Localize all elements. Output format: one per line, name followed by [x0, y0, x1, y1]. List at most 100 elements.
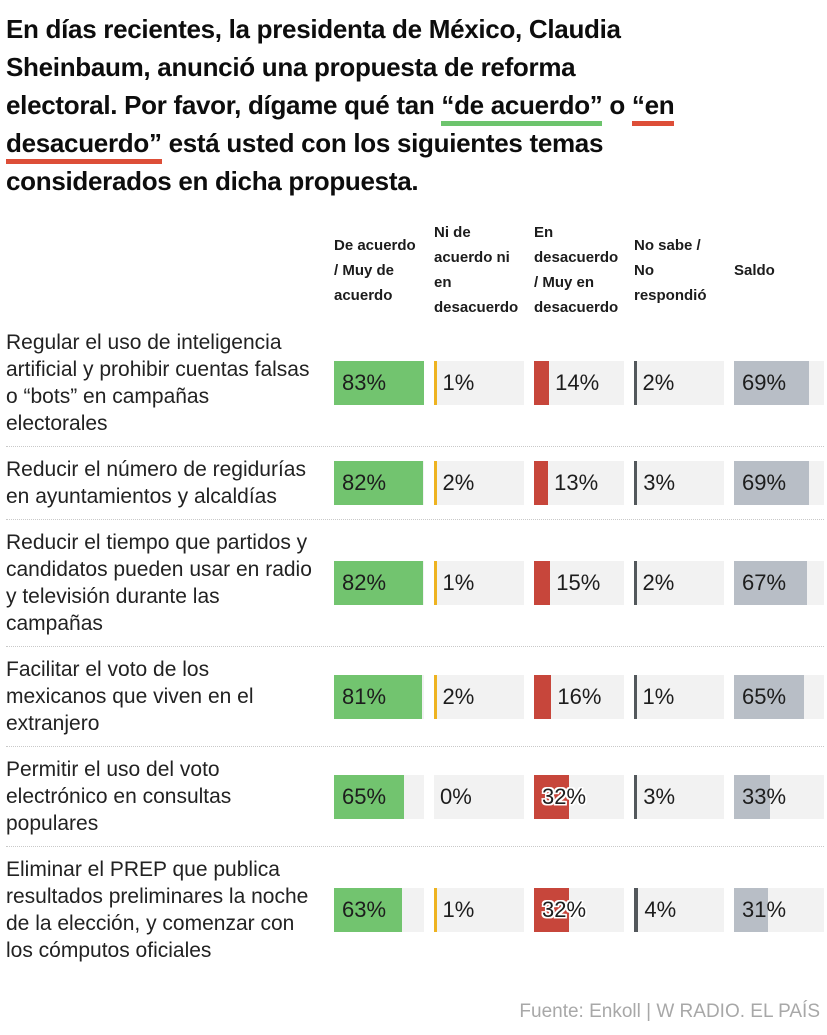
bar-value-label: 4% — [644, 897, 677, 922]
bar-fill — [534, 674, 552, 719]
title-line: desacuerdo” está usted con los siguiente… — [6, 124, 824, 164]
rows: Regular el uso de inteligencia artificia… — [6, 320, 824, 973]
bar-track-ni_ni: 1% — [434, 561, 524, 605]
bar-track-en_desacuerdo: 32% — [534, 888, 624, 932]
bar-fill — [634, 774, 638, 819]
bar-fill — [434, 561, 437, 605]
table-row: Facilitar el voto de los mexicanos que v… — [6, 647, 824, 747]
survey-question: En días recientes, la presidenta de Méxi… — [6, 6, 824, 200]
bar-track-en_desacuerdo: 14% — [534, 361, 624, 405]
bar-value-label: 2% — [442, 683, 475, 709]
bar-value-label: 14% — [555, 370, 600, 395]
bar-track-saldo: 69% — [734, 361, 824, 405]
bar-track-de_acuerdo: 82% — [334, 561, 424, 605]
title-line: En días recientes, la presidenta de Méxi… — [6, 10, 824, 48]
bar-track-no_sabe: 4% — [634, 888, 724, 932]
bar-fill — [434, 461, 437, 505]
disagree-underline: desacuerdo” — [6, 128, 162, 164]
title-line: considerados en dicha propuesta. — [6, 162, 824, 200]
bar-fill — [434, 361, 437, 405]
column-headers: De acuerdo / Muy de acuerdo Ni de acuerd… — [6, 220, 824, 320]
bar-fill — [534, 774, 569, 819]
column-header-no-sabe: No sabe / No respondió — [634, 236, 707, 304]
bar-fill — [334, 461, 423, 505]
bar-value-label: 3% — [643, 783, 676, 809]
bar-track-saldo: 31% — [734, 888, 824, 932]
bar-value-label: 1% — [442, 570, 475, 595]
bar-track-de_acuerdo: 82% — [334, 461, 424, 505]
bar-value-label: 2% — [642, 570, 675, 595]
bar-fill — [734, 461, 809, 505]
bar-value-label: 32% — [542, 783, 587, 809]
bar-value-label: 1% — [642, 683, 675, 709]
bar-track-en_desacuerdo: 15% — [534, 561, 624, 605]
title-text: Sheinbaum, anunció una propuesta de refo… — [6, 52, 576, 82]
bar-fill — [634, 888, 639, 932]
bar-track-ni_ni: 1% — [434, 361, 524, 405]
bar-fill — [634, 361, 637, 405]
bar-value-label: 31% — [742, 897, 787, 922]
bar-fill — [534, 461, 549, 505]
table-row: Eliminar el PREP que publica resultados … — [6, 847, 824, 973]
bar-track-no_sabe: 3% — [634, 774, 724, 819]
row-label: Reducir el tiempo que partidos y candida… — [6, 531, 312, 635]
bar-track-en_desacuerdo: 16% — [534, 674, 624, 719]
bar-fill — [534, 361, 550, 405]
bar-fill — [734, 774, 770, 819]
bar-track-no_sabe: 3% — [634, 461, 724, 505]
bar-track-de_acuerdo: 83% — [334, 361, 424, 405]
bar-value-label: 81% — [342, 683, 387, 709]
bar-value-label: 65% — [342, 783, 387, 809]
bar-value-label: 65% — [742, 683, 787, 709]
table-row: Reducir el tiempo que partidos y candida… — [6, 520, 824, 647]
bar-value-label: 82% — [342, 470, 387, 495]
disagree-underline: “en — [631, 90, 675, 126]
bar-fill — [534, 561, 551, 605]
row-label: Facilitar el voto de los mexicanos que v… — [6, 658, 254, 735]
bar-track-en_desacuerdo: 13% — [534, 461, 624, 505]
bar-track-de_acuerdo: 65% — [334, 774, 424, 819]
bar-track-no_sabe: 2% — [634, 561, 724, 605]
bar-fill — [634, 674, 637, 719]
bar-track-ni_ni: 0% — [434, 774, 524, 819]
bar-value-label: 15% — [556, 570, 601, 595]
bar-value-label: 67% — [742, 570, 787, 595]
bar-value-label: 83% — [342, 370, 387, 395]
bar-value-label: 2% — [642, 370, 675, 395]
source-caption: Fuente: Enkoll | W RADIO. EL PAÍS — [519, 1001, 820, 1022]
bar-track-no_sabe: 2% — [634, 361, 724, 405]
bar-value-label: 1% — [442, 897, 475, 922]
bar-track-ni_ni: 1% — [434, 888, 524, 932]
table-row: Reducir el número de regidurías en ayunt… — [6, 447, 824, 520]
table-row: Regular el uso de inteligencia artificia… — [6, 320, 824, 447]
bar-fill — [434, 674, 437, 719]
bar-fill — [334, 361, 424, 405]
bar-value-label: 13% — [554, 470, 599, 495]
bar-value-label: 16% — [557, 683, 602, 709]
bar-track-saldo: 33% — [734, 774, 824, 819]
bar-value-label: 33% — [742, 783, 787, 809]
bar-track-saldo: 65% — [734, 674, 824, 719]
title-text: está usted con los siguientes temas — [161, 128, 604, 158]
bar-fill — [334, 888, 403, 932]
title-line: Sheinbaum, anunció una propuesta de refo… — [6, 48, 824, 86]
row-label: Reducir el número de regidurías en ayunt… — [6, 458, 306, 508]
bar-value-label: 69% — [742, 370, 787, 395]
title-text: En días recientes, la presidenta de Méxi… — [6, 14, 621, 44]
bar-value-label: 63% — [342, 897, 387, 922]
bar-value-label: 1% — [442, 370, 475, 395]
bar-track-ni_ni: 2% — [434, 674, 524, 719]
bar-value-label: 0% — [440, 783, 472, 809]
bar-fill — [534, 888, 569, 932]
title-text: electoral. Por favor, dígame qué tan — [6, 90, 442, 120]
bar-track-saldo: 69% — [734, 461, 824, 505]
bar-track-saldo: 67% — [734, 561, 824, 605]
row-label: Regular el uso de inteligencia artificia… — [6, 331, 310, 435]
bar-value-label: 32% — [542, 897, 587, 922]
title-line: electoral. Por favor, dígame qué tan “de… — [6, 86, 824, 126]
bar-fill — [734, 674, 805, 719]
bar-track-de_acuerdo: 63% — [334, 888, 424, 932]
bar-fill — [434, 888, 437, 932]
column-header-ni-ni: Ni de acuerdo ni en desacuerdo — [434, 224, 519, 316]
